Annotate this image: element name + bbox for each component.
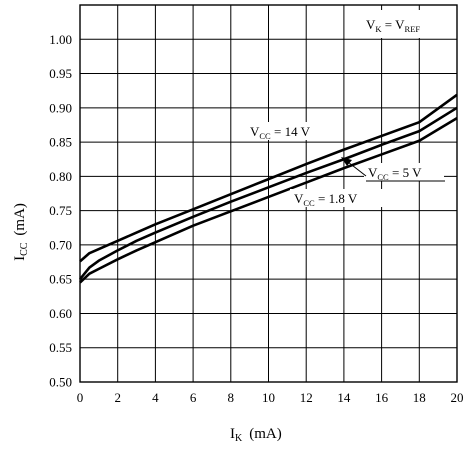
- y-tick-labels: 0.50 0.55 0.60 0.65 0.70 0.75 0.80 0.85 0.90 0.95…: [49, 32, 72, 390]
- x-axis-title: IK (mA): [230, 426, 282, 444]
- x-tick-label: 18: [413, 390, 426, 405]
- series-label-bg-1-8v: [290, 189, 386, 207]
- series-label-5v-pointer: [347, 161, 367, 177]
- y-tick-label: 0.60: [49, 306, 72, 321]
- condition-a: V: [366, 17, 376, 32]
- x-tick-label: 14: [337, 390, 351, 405]
- series-line-0: [79, 93, 458, 263]
- condition-label-bg: [358, 10, 444, 38]
- y-axis-title-sub: CC: [19, 242, 30, 256]
- series-label-5v-v: V: [368, 165, 378, 180]
- condition-b-sub: REF: [405, 24, 421, 34]
- x-tick-label: 2: [114, 390, 121, 405]
- series-label-14v-v: V: [250, 124, 260, 139]
- series-label-1-8v-sub: CC: [303, 198, 315, 208]
- x-tick-label: 0: [77, 390, 84, 405]
- x-tick-label: 8: [228, 390, 235, 405]
- x-tick-label: 20: [451, 390, 464, 405]
- series-label-1-8v: VCC = 1.8 V: [294, 191, 358, 208]
- x-axis-title-unit: (mA): [249, 426, 282, 442]
- y-tick-label: 0.95: [49, 66, 72, 81]
- y-axis-title-var: I: [12, 256, 28, 261]
- plot-frame: [79, 4, 458, 383]
- x-tick-label: 12: [300, 390, 313, 405]
- condition-a-sub: K: [375, 24, 382, 34]
- condition-label: VK = VREF: [366, 17, 420, 34]
- y-tick-label: 0.75: [49, 203, 72, 218]
- y-axis-title: ICC (mA): [12, 203, 30, 261]
- series-label-1-8v-v: V: [294, 191, 304, 206]
- y-tick-label: 0.80: [49, 169, 72, 184]
- x-tick-label: 10: [262, 390, 275, 405]
- series-label-5v-sub: CC: [377, 172, 389, 182]
- grid: [79, 5, 458, 383]
- x-axis-title-sub: K: [235, 433, 243, 444]
- y-tick-label: 1.00: [49, 32, 72, 47]
- x-tick-labels: 0 2 4 6 8 10 12 14 16 18 20: [77, 390, 464, 405]
- series-label-14v-sub: CC: [259, 131, 271, 141]
- series-label-14v: VCC = 14 V: [250, 124, 311, 141]
- series-label-14v-rest: = 14 V: [271, 124, 311, 139]
- y-tick-label: 0.55: [49, 340, 72, 355]
- series-line-2: [79, 116, 458, 284]
- x-tick-label: 4: [152, 390, 159, 405]
- series-label-bg-5v: [364, 163, 444, 181]
- y-tick-label: 0.70: [49, 237, 72, 252]
- condition-eq: =: [382, 17, 396, 32]
- series-label-bg-14v: [246, 122, 342, 140]
- y-tick-label: 0.50: [49, 375, 72, 390]
- series-label-5v-rest: = 5 V: [389, 165, 422, 180]
- x-tick-label: 16: [375, 390, 389, 405]
- series-label-5v-arrowhead: [341, 157, 352, 166]
- series-label-5v: VCC = 5 V: [368, 165, 422, 182]
- curves: [78, 93, 458, 284]
- y-tick-label: 0.85: [49, 135, 72, 150]
- y-tick-label: 0.90: [49, 100, 72, 115]
- series-line-1: [78, 106, 458, 280]
- condition-b: V: [395, 17, 405, 32]
- series-label-1-8v-rest: = 1.8 V: [315, 191, 358, 206]
- x-axis-title-var: I: [230, 426, 235, 442]
- y-tick-label: 0.65: [49, 272, 72, 287]
- x-tick-label: 6: [190, 390, 197, 405]
- y-axis-title-unit: (mA): [12, 203, 28, 236]
